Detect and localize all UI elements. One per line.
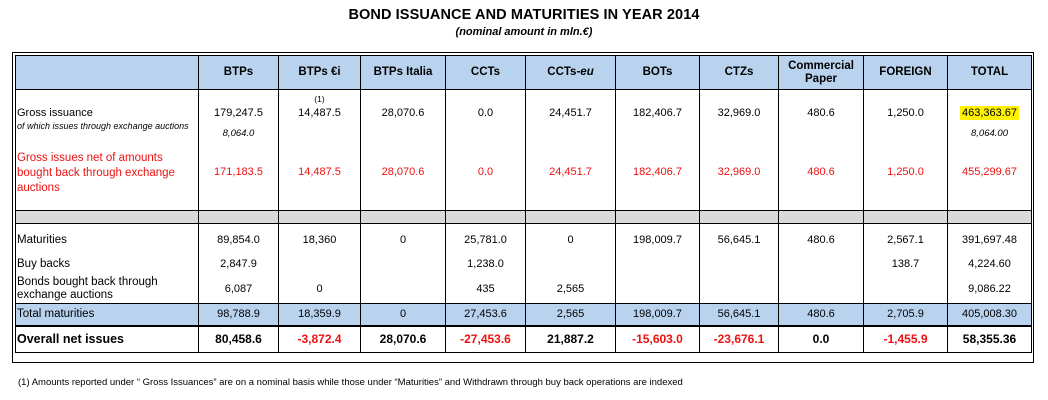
mat-cell-ctzs: 56,645.1 xyxy=(699,223,779,304)
buybacks-label: Buy backs xyxy=(17,258,71,270)
mat-cell-bots: 198,009.7 xyxy=(615,223,700,304)
gross-cell-ccts-eu: 24,451.7 24,451.7 xyxy=(525,89,616,211)
mat-cell-total: 391,697.48 4,224.60 9,086.22 xyxy=(947,223,1032,304)
header-row: BTPs BTPs €i BTPs Italia CCTs CCTs-eu BO… xyxy=(15,55,1032,90)
overall-net-label: Overall net issues xyxy=(15,324,199,353)
overall-net-row: Overall net issues 80,458.6 -3,872.4 28,… xyxy=(15,324,1032,353)
col-header-btps-italia: BTPs Italia xyxy=(360,55,446,90)
col-header-foreign: FOREIGN xyxy=(863,55,948,90)
mat-cell-foreign: 2,567.1 138.7 xyxy=(863,223,948,304)
gross-labels: Gross issuance of which issues through e… xyxy=(15,89,199,211)
col-header-btps-ei: BTPs €i xyxy=(278,55,361,90)
page-title: BOND ISSUANCE AND MATURITIES IN YEAR 201… xyxy=(348,7,700,23)
maturities-block: Maturities Buy backs Bonds bought back t… xyxy=(15,223,1032,304)
table-frame xyxy=(12,52,1034,363)
mat-cell-commercial-paper: 480.6 xyxy=(778,223,864,304)
gross-cell-foreign: 1,250.0 1,250.0 xyxy=(863,89,948,211)
gross-block: Gross issuance of which issues through e… xyxy=(15,89,1032,211)
col-header-btps: BTPs xyxy=(198,55,279,90)
footnote-marker: (1) xyxy=(314,94,325,104)
header-corner xyxy=(15,55,199,90)
col-header-ccts: CCTs xyxy=(445,55,526,90)
footnote: (1) Amounts reported under “ Gross Issua… xyxy=(18,377,683,388)
total-highlight: 463,363.67 xyxy=(959,106,1020,120)
total-maturities-row: Total maturities 98,788.9 18,359.9 0 27,… xyxy=(15,303,1032,326)
bonds-bought-label: Bonds bought back through exchange aucti… xyxy=(17,276,158,301)
gross-cell-btps-ei: (1) 14,487.5 14,487.5 xyxy=(278,89,361,211)
gross-cell-commercial-paper: 480.6 480.6 xyxy=(778,89,864,211)
gross-cell-ctzs: 32,969.0 32,969.0 xyxy=(699,89,779,211)
bond-table: BTPs BTPs €i BTPs Italia CCTs CCTs-eu BO… xyxy=(15,55,1032,353)
maturities-labels: Maturities Buy backs Bonds bought back t… xyxy=(15,223,199,304)
col-header-total: TOTAL xyxy=(947,55,1032,90)
col-header-bots: BOTs xyxy=(615,55,700,90)
gross-cell-btps: 179,247.5 8,064.0 171,183.5 xyxy=(198,89,279,211)
gross-cell-total: 463,363.67 8,064.00 455,299.67 xyxy=(947,89,1032,211)
gross-cell-btps-italia: 28,070.6 28,070.6 xyxy=(360,89,446,211)
maturities-label: Maturities xyxy=(17,234,67,246)
col-header-commercial-paper: Commercial Paper xyxy=(778,55,864,90)
gross-cell-bots: 182,406.7 182,406.7 xyxy=(615,89,700,211)
mat-cell-ccts-eu: 0 2,565 xyxy=(525,223,616,304)
exchange-label: of which issues through exchange auction… xyxy=(17,121,189,131)
total-maturities-label: Total maturities xyxy=(15,303,199,326)
mat-cell-btps: 89,854.0 2,847.9 6,087 xyxy=(198,223,279,304)
col-header-ccts-eu: CCTs-eu xyxy=(525,55,616,90)
gross-net-label: Gross issues net of amounts bought back … xyxy=(17,152,175,194)
spacer-row xyxy=(15,210,1032,224)
mat-cell-ccts: 25,781.0 1,238.0 435 xyxy=(445,223,526,304)
mat-cell-btps-italia: 0 xyxy=(360,223,446,304)
col-header-ctzs: CTZs xyxy=(699,55,779,90)
gross-issuance-label: Gross issuance xyxy=(17,107,93,119)
page-subtitle: (nominal amount in mln.€) xyxy=(455,26,593,38)
mat-cell-btps-ei: 18,360 0 xyxy=(278,223,361,304)
gross-cell-ccts: 0.0 0.0 xyxy=(445,89,526,211)
